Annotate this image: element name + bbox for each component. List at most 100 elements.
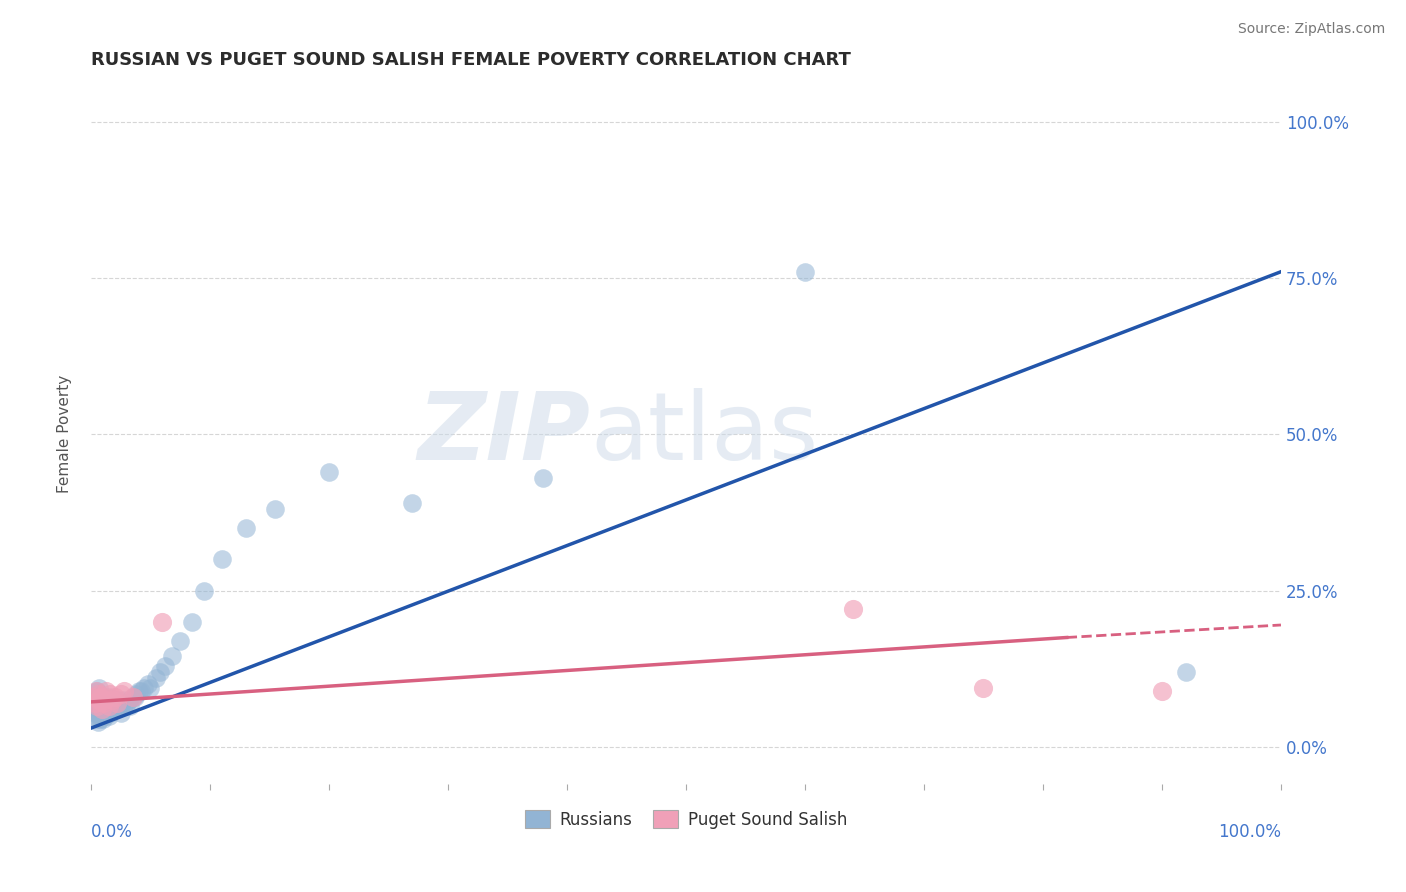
Point [211, 552, 233, 566]
Point [115, 696, 138, 710]
Point [91, 690, 114, 704]
Point [97, 702, 120, 716]
Point [98, 696, 121, 710]
Point [110, 687, 132, 701]
Text: 100.0%: 100.0% [1218, 823, 1281, 841]
Point [87, 687, 110, 701]
Point [89, 712, 111, 726]
Point [94, 699, 117, 714]
Point [101, 693, 124, 707]
Point [120, 699, 142, 714]
Point [125, 687, 148, 701]
Point [101, 699, 124, 714]
Point [150, 615, 173, 629]
Legend: Russians, Puget Sound Salish: Russians, Puget Sound Salish [519, 804, 853, 836]
Point [97, 708, 120, 723]
Point [96, 683, 118, 698]
Point [98, 687, 121, 701]
Point [96, 693, 118, 707]
Point [86, 712, 108, 726]
Point [98, 706, 121, 720]
Point [82, 702, 104, 716]
Point [264, 502, 287, 516]
Text: atlas: atlas [591, 388, 818, 480]
Point [104, 699, 127, 714]
Point [86, 683, 108, 698]
Point [1174, 665, 1197, 679]
Point [86, 699, 108, 714]
Point [87, 714, 110, 729]
Point [193, 583, 215, 598]
Point [111, 696, 134, 710]
Point [94, 693, 117, 707]
Point [89, 690, 111, 704]
Point [86, 699, 108, 714]
Point [91, 712, 114, 726]
Point [91, 696, 114, 710]
Point [841, 602, 863, 616]
Point [107, 693, 129, 707]
Point [94, 708, 117, 723]
Point [104, 690, 127, 704]
Point [104, 696, 127, 710]
Point [97, 699, 120, 714]
Point [93, 706, 115, 720]
Point [401, 496, 423, 510]
Text: Source: ZipAtlas.com: Source: ZipAtlas.com [1237, 22, 1385, 37]
Point [105, 696, 128, 710]
Point [121, 690, 143, 704]
Point [93, 693, 115, 707]
Point [91, 702, 114, 716]
Point [89, 693, 111, 707]
Point [108, 699, 131, 714]
Text: 0.0%: 0.0% [91, 823, 132, 841]
Point [83, 696, 105, 710]
Point [83, 696, 105, 710]
Point [87, 702, 110, 716]
Point [83, 690, 105, 704]
Point [89, 681, 111, 695]
Point [100, 702, 122, 716]
Point [84, 693, 107, 707]
Point [235, 521, 257, 535]
Point [318, 465, 340, 479]
Point [128, 683, 150, 698]
Point [136, 677, 159, 691]
Point [134, 681, 156, 695]
Point [90, 706, 112, 720]
Point [90, 696, 112, 710]
Point [89, 693, 111, 707]
Point [105, 702, 128, 716]
Point [531, 471, 554, 485]
Point [129, 683, 152, 698]
Point [103, 702, 125, 716]
Point [794, 265, 817, 279]
Point [118, 693, 141, 707]
Point [97, 699, 120, 714]
Point [160, 649, 183, 664]
Point [84, 706, 107, 720]
Text: RUSSIAN VS PUGET SOUND SALISH FEMALE POVERTY CORRELATION CHART: RUSSIAN VS PUGET SOUND SALISH FEMALE POV… [91, 51, 851, 69]
Y-axis label: Female Poverty: Female Poverty [58, 376, 72, 493]
Point [101, 693, 124, 707]
Point [90, 702, 112, 716]
Point [145, 671, 167, 685]
Point [124, 690, 146, 704]
Point [87, 693, 110, 707]
Point [89, 690, 111, 704]
Point [89, 699, 111, 714]
Point [121, 690, 143, 704]
Text: ZIP: ZIP [418, 388, 591, 480]
Point [84, 683, 107, 698]
Point [82, 690, 104, 704]
Point [112, 699, 135, 714]
Point [181, 615, 204, 629]
Point [139, 681, 162, 695]
Point [110, 706, 132, 720]
Point [1150, 683, 1173, 698]
Point [93, 690, 115, 704]
Point [112, 693, 135, 707]
Point [89, 708, 111, 723]
Point [153, 658, 176, 673]
Point [97, 690, 120, 704]
